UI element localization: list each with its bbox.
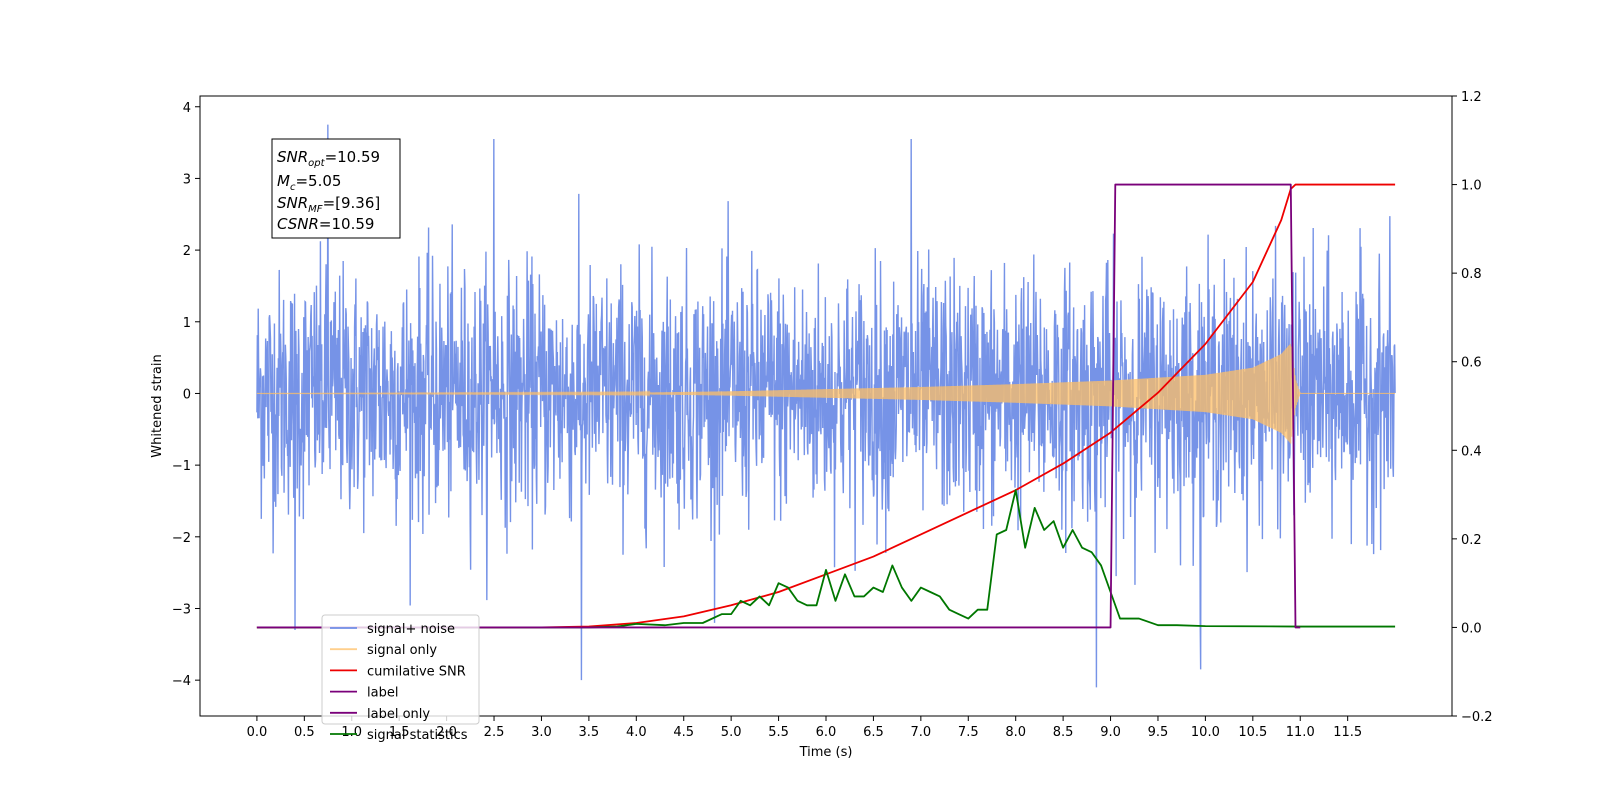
series-signal-statistics [256,489,1396,629]
x-tick-label: 2.5 [484,725,505,740]
y-right-tick-label: 0.2 [1461,533,1482,548]
x-axis: 0.0 0.5 1.0 1.5 2.0 2.5 3.0 3.5 4.0 4.5 5.0 5.5 6.0 6… [247,716,1362,740]
info-box-frame [271,138,401,239]
x-tick-label: 5.0 [721,725,742,740]
legend-entry: signal only [367,643,437,658]
x-tick-label: 7.0 [911,725,932,740]
x-tick-label: 11.0 [1286,725,1315,740]
y-right-tick-label: 1.2 [1461,90,1482,105]
series-signal-only [256,343,1396,444]
legend-entry: label [367,686,398,701]
x-tick-label: 7.5 [958,725,979,740]
x-tick-label: 4.0 [626,725,647,740]
x-tick-label: 11.5 [1333,725,1362,740]
y-right-tick-label: 1.0 [1461,179,1482,194]
y-axis-left: −4 −3 −2 −1 0 1 2 3 4 [172,101,200,689]
x-tick-label: 10.5 [1238,725,1267,740]
y-right-tick-label: 0.8 [1461,267,1482,282]
plot-area [256,124,1396,688]
legend-entry: signal statistics [367,728,468,743]
series-cumulative-snr [256,183,1396,629]
x-tick-label: 6.5 [863,725,884,740]
x-tick-label: 3.0 [531,725,552,740]
x-tick-label: 0.5 [294,725,315,740]
x-tick-label: 10.0 [1191,725,1220,740]
y-left-tick-label: −4 [172,674,191,689]
x-tick-label: 6.0 [816,725,837,740]
x-tick-label: 9.0 [1100,725,1121,740]
info-snr-opt: SNRopt=10.59 [277,148,380,169]
y-left-tick-label: −2 [172,531,191,546]
legend-entry: signal+ noise [367,622,455,637]
y-left-tick-label: 3 [183,172,191,187]
info-csnr: CSNR=10.59 [277,215,374,233]
y-left-tick-label: −3 [172,602,191,617]
info-snr-mf: SNRMF=[9.36] [277,194,380,215]
x-tick-label: 5.5 [768,725,789,740]
legend: signal+ noise signal only cumilative SNR la… [321,614,480,743]
y-axis-left-label: Whitened strain [150,354,165,457]
x-tick-label: 0.0 [247,725,268,740]
x-tick-label: 4.5 [673,725,694,740]
y-right-tick-label: −0.2 [1461,710,1493,725]
info-box: SNRopt=10.59 Mc=5.05 SNRMF=[9.36] CSNR=1… [271,138,401,239]
x-axis-label: Time (s) [799,745,853,760]
y-axis-right: −0.2 0.0 0.2 0.4 0.6 0.8 1.0 1.2 [1452,90,1493,725]
y-left-tick-label: 4 [183,101,191,116]
y-right-tick-label: 0.4 [1461,444,1482,459]
x-tick-label: 8.0 [1005,725,1026,740]
y-right-tick-label: 0.6 [1461,356,1482,371]
x-tick-label: 9.5 [1148,725,1169,740]
x-tick-label: 2.0 [436,725,457,740]
y-left-tick-label: 1 [183,316,191,331]
legend-entry: label only [367,707,430,722]
x-tick-label: 8.5 [1053,725,1074,740]
y-left-tick-label: −1 [172,459,191,474]
x-tick-label: 3.5 [579,725,600,740]
x-tick-label: 1.0 [341,725,362,740]
y-left-tick-label: 0 [183,387,191,402]
legend-entry: cumilative SNR [367,664,466,679]
y-right-tick-label: 0.0 [1461,621,1482,636]
info-mc: Mc=5.05 [277,172,341,193]
legend-frame [321,614,480,725]
x-tick-label: 1.5 [389,725,410,740]
y-left-tick-label: 2 [183,244,191,259]
series-label [256,183,1301,629]
